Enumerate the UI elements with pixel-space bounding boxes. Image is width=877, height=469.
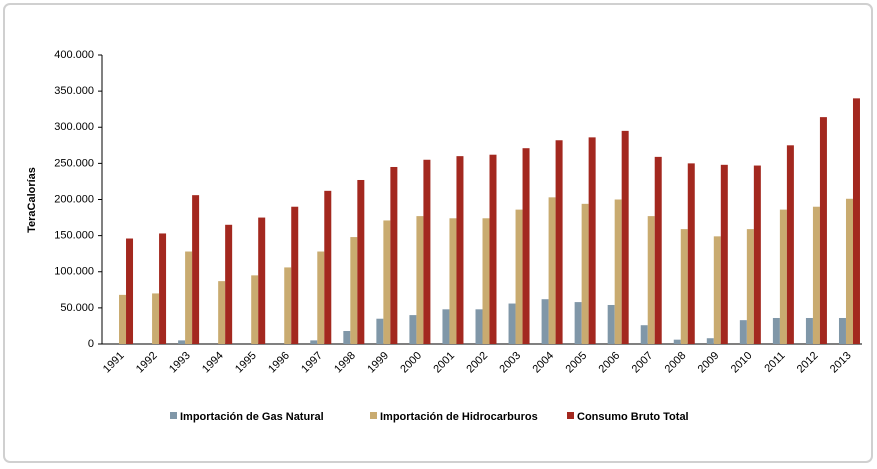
y-tick-label: 100.000 <box>54 266 94 278</box>
bar <box>838 317 846 344</box>
bar <box>489 154 497 344</box>
bar <box>713 236 721 344</box>
bar <box>218 281 226 344</box>
bar <box>647 216 655 344</box>
bar <box>317 251 325 344</box>
bar <box>251 275 259 344</box>
bar <box>152 293 160 344</box>
y-tick-label: 250.000 <box>54 157 94 169</box>
bar <box>852 98 860 344</box>
bar <box>706 338 714 344</box>
bar <box>720 164 728 344</box>
bar <box>640 325 648 344</box>
bar <box>581 203 589 344</box>
bar <box>383 220 391 344</box>
bar <box>621 130 629 344</box>
bar <box>449 218 457 344</box>
legend-label: Consumo Bruto Total <box>577 411 689 423</box>
bar <box>178 340 186 344</box>
bar <box>607 304 615 344</box>
bar <box>324 190 332 344</box>
bar <box>687 163 695 344</box>
y-tick-label: 400.000 <box>54 49 94 61</box>
y-tick-label: 0 <box>88 338 94 350</box>
bar <box>515 209 523 344</box>
bar <box>588 137 596 344</box>
bar <box>258 217 266 344</box>
bar <box>126 238 134 344</box>
bar <box>772 317 780 344</box>
y-tick-label: 300.000 <box>54 121 94 133</box>
bar <box>522 148 530 344</box>
bar <box>819 117 827 344</box>
bar <box>343 330 351 344</box>
bar <box>416 216 424 344</box>
bar <box>442 309 450 344</box>
y-axis-label: TeraCalorías <box>26 167 38 233</box>
bar <box>786 145 794 344</box>
bar <box>409 315 417 344</box>
chart-frame <box>3 3 873 463</box>
bar <box>390 166 398 344</box>
y-tick-label: 150.000 <box>54 230 94 242</box>
bar <box>475 309 483 344</box>
bar <box>119 294 127 344</box>
bar <box>225 224 233 344</box>
bar <box>185 251 193 344</box>
bar <box>508 303 516 344</box>
bar <box>192 195 200 344</box>
bar <box>541 299 549 344</box>
bar <box>291 206 299 344</box>
bar <box>614 199 622 344</box>
bar <box>805 317 813 344</box>
bar <box>574 302 582 344</box>
bar <box>753 165 761 344</box>
bar <box>739 320 747 344</box>
bar <box>654 156 662 344</box>
bar <box>357 179 365 344</box>
bar <box>845 198 853 344</box>
bar <box>482 218 490 344</box>
legend-swatch <box>567 412 574 419</box>
bar <box>779 209 787 344</box>
bar <box>159 233 167 344</box>
bar <box>548 197 556 344</box>
legend-swatch <box>370 412 377 419</box>
y-tick-label: 50.000 <box>60 302 94 314</box>
bar <box>680 229 688 344</box>
bar <box>555 140 563 344</box>
bar <box>812 206 820 344</box>
legend-swatch <box>170 412 177 419</box>
bar <box>456 156 464 344</box>
y-tick-label: 350.000 <box>54 85 94 97</box>
legend-label: Importación de Hidrocarburos <box>380 411 538 423</box>
bar <box>673 339 681 344</box>
bar <box>376 318 384 344</box>
bar <box>423 159 431 344</box>
bar <box>284 267 292 344</box>
bar <box>350 237 358 344</box>
bar <box>310 340 318 344</box>
y-tick-label: 200.000 <box>54 193 94 205</box>
legend-label: Importación de Gas Natural <box>180 411 324 423</box>
bar <box>746 229 754 344</box>
